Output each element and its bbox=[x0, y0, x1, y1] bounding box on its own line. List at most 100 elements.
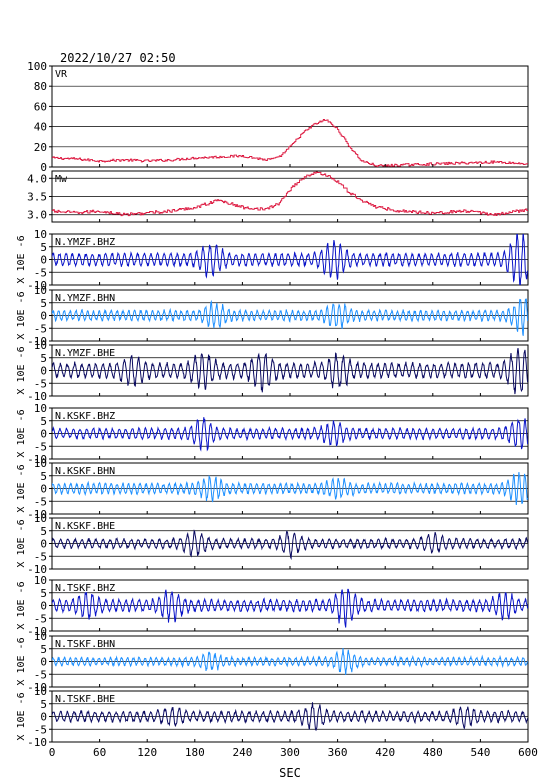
waveform-trace-kskf-bhe bbox=[52, 529, 528, 561]
y-tick-label: -5 bbox=[34, 668, 47, 681]
y-tick-label: -5 bbox=[34, 266, 47, 279]
y-tick-label: -5 bbox=[34, 612, 47, 625]
x-tick-label: 480 bbox=[423, 746, 443, 759]
y-tick-label: 10 bbox=[34, 512, 47, 525]
y-axis-unit-label: X 10E -6 bbox=[16, 464, 27, 512]
y-tick-label: 5 bbox=[40, 643, 47, 656]
y-tick-label: 0 bbox=[40, 656, 47, 669]
x-tick-label: 300 bbox=[280, 746, 300, 759]
timestamp-title: 2022/10/27 02:50 bbox=[60, 51, 176, 65]
series-line-mw bbox=[52, 171, 528, 217]
y-tick-label: 0 bbox=[40, 365, 47, 378]
waveform-trace-kskf-bhn bbox=[52, 472, 528, 506]
y-tick-label: 5 bbox=[40, 352, 47, 365]
y-tick-label: 10 bbox=[34, 228, 47, 241]
y-axis-unit-label: X 10E -6 bbox=[16, 637, 27, 685]
y-axis-unit-label: X 10E -6 bbox=[16, 291, 27, 339]
x-axis: 0 60 120 180 240 300 360 420 480 540 600 bbox=[49, 746, 538, 759]
y-tick-label: -10 bbox=[27, 390, 47, 403]
y-tick-label: 10 bbox=[34, 457, 47, 470]
waveform-trace-tskf-bhe bbox=[52, 702, 528, 732]
panel-label: VR bbox=[55, 69, 68, 80]
y-tick-label: 0 bbox=[40, 600, 47, 613]
x-tick-label: 0 bbox=[49, 746, 56, 759]
y-tick-label: -10 bbox=[27, 279, 47, 292]
waveform-trace-kskf-bhz bbox=[52, 417, 528, 452]
x-tick-label: 180 bbox=[185, 746, 205, 759]
y-tick-label: -10 bbox=[27, 625, 47, 638]
y-tick-label: 10 bbox=[34, 402, 47, 415]
y-axis-unit-label: X 10E -6 bbox=[16, 519, 27, 567]
waveform-trace-tskf-bhn bbox=[52, 647, 528, 675]
x-tick-label: 540 bbox=[470, 746, 490, 759]
x-tick-label: 120 bbox=[137, 746, 157, 759]
y-tick-label: 0 bbox=[40, 538, 47, 551]
panel-frame bbox=[51, 65, 529, 168]
waveform-trace-ymzf-bhz bbox=[52, 234, 528, 285]
y-tick-label: 4.0 bbox=[27, 172, 47, 185]
y-tick-label: 60 bbox=[34, 100, 47, 113]
x-tick-label: 360 bbox=[328, 746, 348, 759]
y-tick-label: 5 bbox=[40, 415, 47, 428]
y-tick-label: 10 bbox=[34, 630, 47, 643]
y-axis-unit-label: X 10E -6 bbox=[16, 346, 27, 394]
y-tick-label: 0 bbox=[40, 483, 47, 496]
y-tick-label: -10 bbox=[27, 681, 47, 694]
y-tick-label: -5 bbox=[34, 550, 47, 563]
y-tick-label: -10 bbox=[27, 508, 47, 521]
y-tick-label: -5 bbox=[34, 322, 47, 335]
y-tick-label: -10 bbox=[27, 453, 47, 466]
y-axis-unit-label: X 10E -6 bbox=[16, 581, 27, 629]
y-tick-label: -5 bbox=[34, 377, 47, 390]
y-tick-label: 0 bbox=[40, 711, 47, 724]
y-tick-label: -10 bbox=[27, 335, 47, 348]
panel-mw: 3.0 3.5 4.0 Mw bbox=[27, 170, 529, 223]
panel-label: N.KSKF.BHZ bbox=[55, 411, 115, 422]
y-axis-unit-label: X 10E -6 bbox=[16, 409, 27, 457]
panel-label: N.YMZF.BHE bbox=[55, 348, 115, 359]
y-tick-label: 0 bbox=[40, 310, 47, 323]
panel-label: N.YMZF.BHZ bbox=[55, 237, 115, 248]
y-tick-label: 5 bbox=[40, 297, 47, 310]
y-tick-label: -5 bbox=[34, 495, 47, 508]
y-tick-label: 5 bbox=[40, 241, 47, 254]
y-tick-label: 80 bbox=[34, 80, 47, 93]
y-tick-label: 10 bbox=[34, 574, 47, 587]
y-tick-label: 100 bbox=[27, 60, 47, 73]
y-tick-label: 3.0 bbox=[27, 209, 47, 222]
panel-label: N.YMZF.BHN bbox=[55, 293, 115, 304]
y-tick-label: 3.5 bbox=[27, 191, 47, 204]
y-tick-label: 40 bbox=[34, 121, 47, 134]
panel-label: N.TSKF.BHZ bbox=[55, 583, 115, 594]
y-tick-label: 5 bbox=[40, 525, 47, 538]
y-tick-label: -5 bbox=[34, 723, 47, 736]
panel-label: N.KSKF.BHE bbox=[55, 521, 115, 532]
y-tick-label: 5 bbox=[40, 470, 47, 483]
x-tick-label: 240 bbox=[232, 746, 252, 759]
panel-label: N.TSKF.BHN bbox=[55, 639, 115, 650]
y-tick-label: 5 bbox=[40, 698, 47, 711]
waveform-trace-ymzf-bhe bbox=[52, 348, 528, 395]
x-axis-label: SEC bbox=[279, 766, 301, 780]
panel-label: Mw bbox=[55, 174, 68, 185]
x-tick-label: 420 bbox=[375, 746, 395, 759]
panel-vr: 0 20 40 60 80 100 VR bbox=[27, 60, 529, 174]
y-tick-label: -10 bbox=[27, 736, 47, 749]
y-tick-label: 5 bbox=[40, 587, 47, 600]
y-tick-label: 0 bbox=[40, 161, 47, 174]
y-tick-label: 10 bbox=[34, 685, 47, 698]
panel-label: N.KSKF.BHN bbox=[55, 466, 115, 477]
panel-label: N.TSKF.BHE bbox=[55, 694, 115, 705]
x-tick-label: 60 bbox=[93, 746, 106, 759]
